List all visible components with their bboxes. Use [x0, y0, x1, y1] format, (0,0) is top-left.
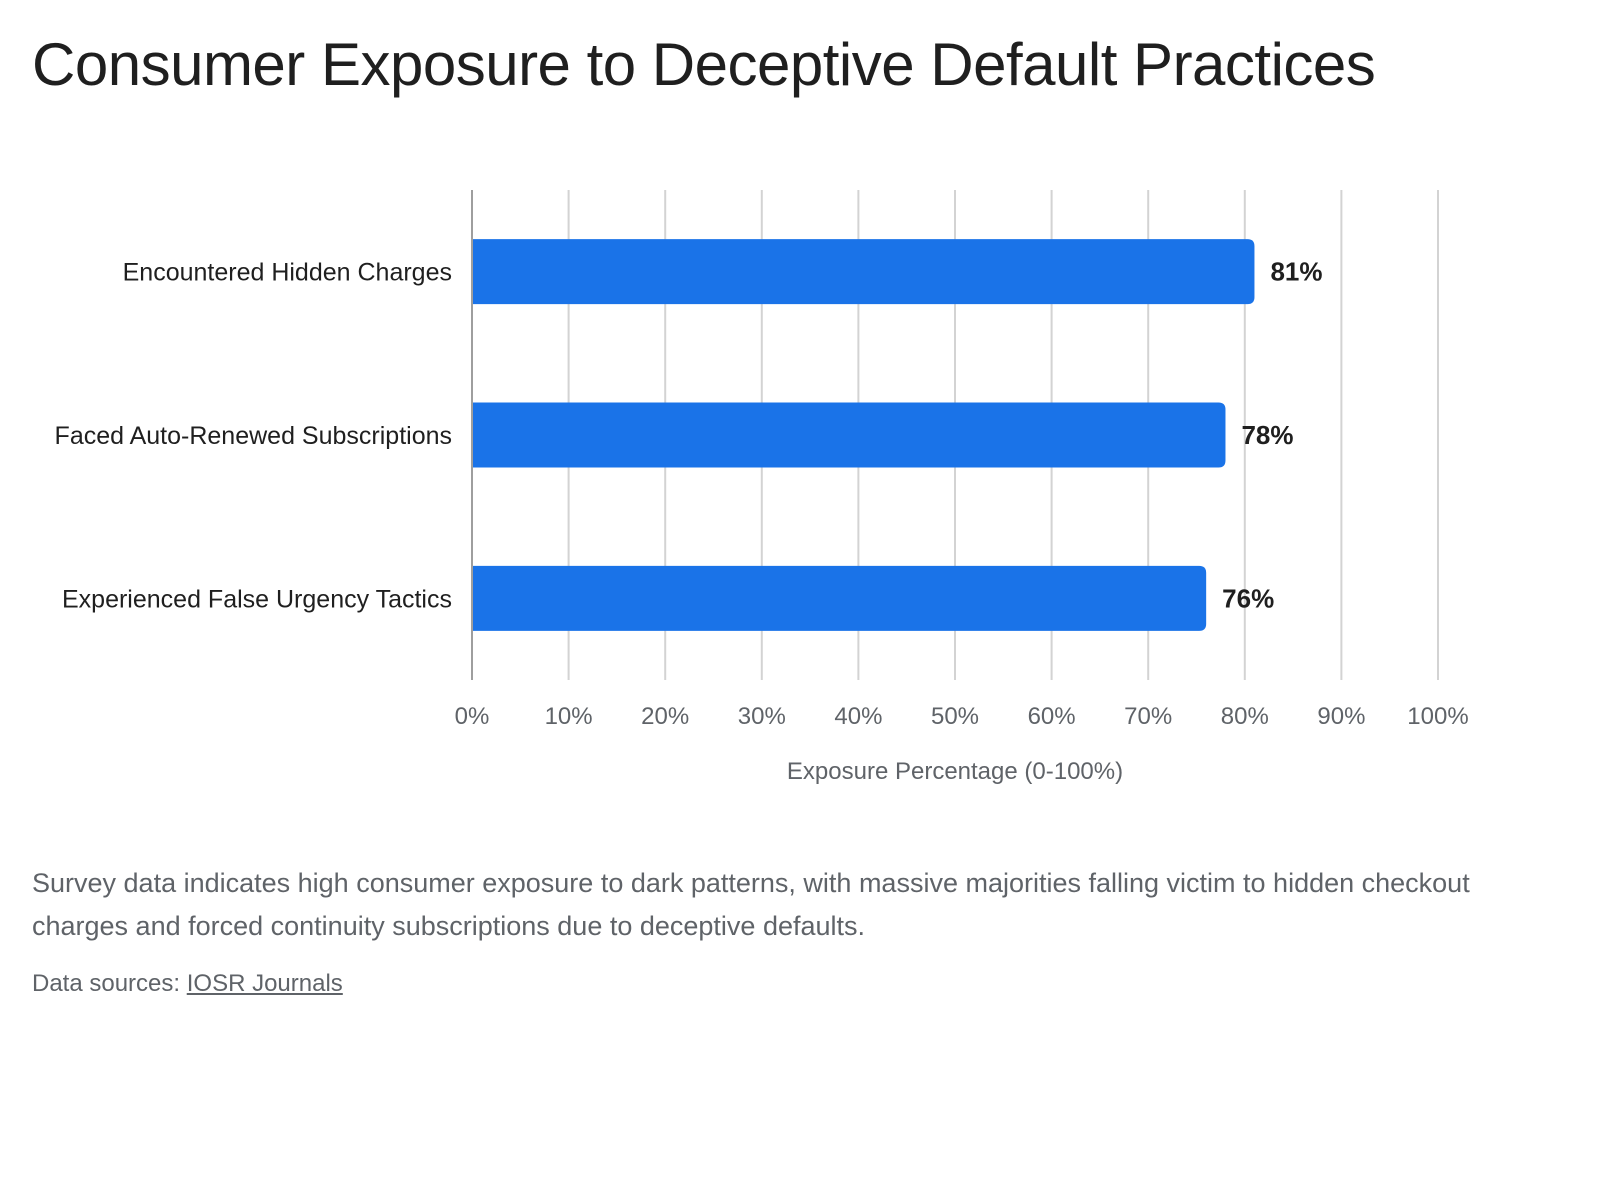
data-label: 78% — [1241, 420, 1293, 450]
x-axis-title: Exposure Percentage (0-100%) — [787, 758, 1123, 785]
x-tick-label: 60% — [1028, 703, 1076, 730]
x-tick-label: 20% — [641, 703, 689, 730]
x-tick-label: 50% — [931, 703, 979, 730]
page-title: Consumer Exposure to Deceptive Default P… — [32, 31, 1376, 98]
bar — [472, 565, 1207, 631]
x-tick-label: 80% — [1221, 703, 1269, 730]
bar-chart: 0% 10% 20% 30% 40% 50% 60% 70% 80% 90% 100% Encount… — [55, 190, 1469, 785]
x-tick-label: 100% — [1407, 703, 1468, 730]
sources-label: Data sources: — [32, 970, 187, 997]
bar — [472, 239, 1255, 305]
category-label: Faced Auto-Renewed Subscriptions — [55, 422, 452, 450]
x-tick-label: 40% — [834, 703, 882, 730]
x-tick-label: 90% — [1317, 703, 1365, 730]
data-label: 76% — [1222, 583, 1274, 613]
bar — [472, 402, 1226, 468]
chart-description: Survey data indicates high consumer expo… — [32, 868, 1470, 941]
category-label: Experienced False Urgency Tactics — [62, 585, 452, 613]
data-sources: Data sources: IOSR Journals — [32, 970, 343, 998]
data-label: 81% — [1270, 257, 1322, 287]
x-tick-label: 0% — [455, 703, 490, 730]
bars — [472, 239, 1255, 631]
x-tick-label: 70% — [1124, 703, 1172, 730]
source-link[interactable]: IOSR Journals — [186, 970, 343, 997]
category-label: Encountered Hidden Charges — [123, 259, 452, 287]
x-tick-label: 10% — [545, 703, 593, 730]
labels: 0% 10% 20% 30% 40% 50% 60% 70% 80% 90% 100% Encount… — [55, 257, 1469, 785]
x-tick-label: 30% — [738, 703, 786, 730]
